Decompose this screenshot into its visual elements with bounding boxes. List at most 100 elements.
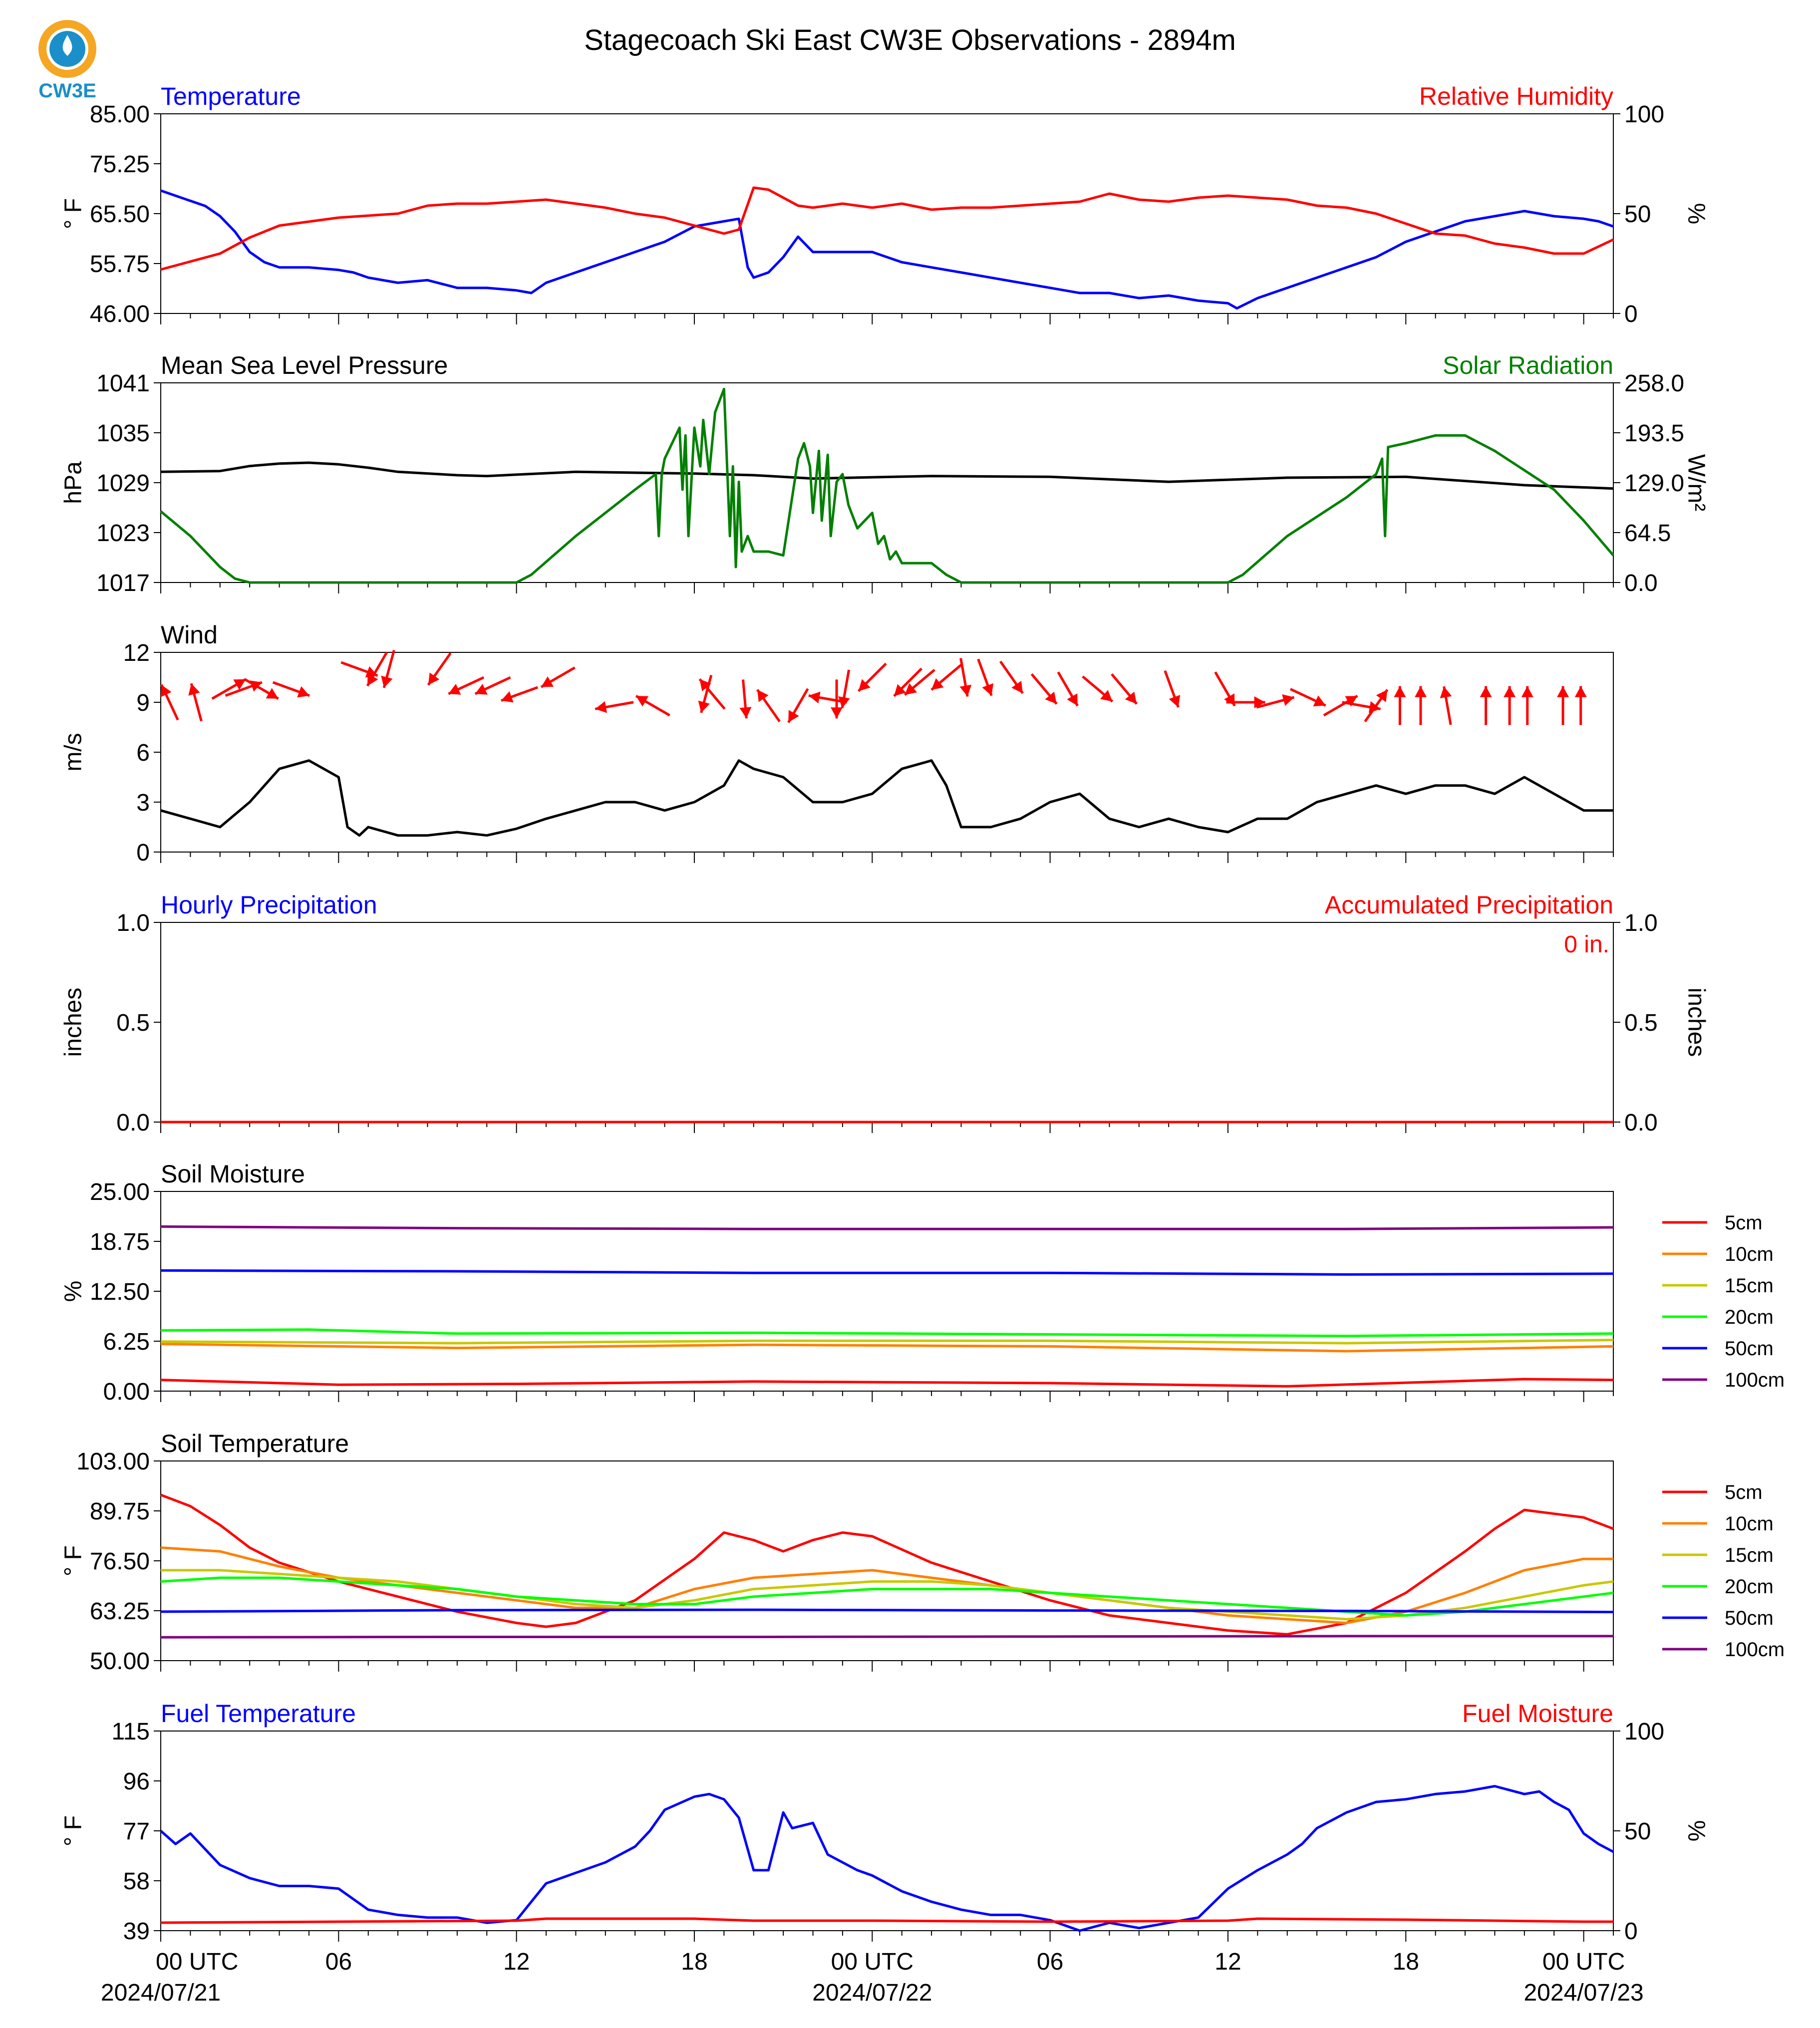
y-tick-label: 55.75 bbox=[90, 251, 150, 278]
series-line-20cm bbox=[160, 1328, 1614, 1338]
y-tick-label: 65.50 bbox=[90, 201, 150, 228]
panel-precip: 0.0 0.5 1.0 inches 0.0 0.5 1.0 inches Hourly Pre… bbox=[60, 891, 1710, 1136]
series-line bbox=[160, 461, 1614, 490]
panel-title-right: Relative Humidity bbox=[1419, 82, 1613, 110]
wind-arrow-head bbox=[1376, 689, 1388, 702]
y2-tick-label: 258.0 bbox=[1624, 370, 1684, 397]
series-line-5cm bbox=[160, 1378, 1614, 1388]
plot-frame bbox=[160, 922, 1614, 1123]
y-tick-label: 1017 bbox=[96, 570, 150, 596]
y-tick-label: 1023 bbox=[96, 520, 150, 547]
wind-arrow-head bbox=[757, 689, 769, 702]
wind-arrow bbox=[977, 658, 994, 696]
wind-arrow-head bbox=[448, 684, 461, 695]
panel-title-left: Mean Sea Level Pressure bbox=[161, 351, 448, 379]
wind-arrow bbox=[1111, 673, 1138, 705]
wind-arrow-head bbox=[1480, 686, 1492, 697]
y-tick-label: 89.75 bbox=[90, 1498, 150, 1525]
wind-arrow-head bbox=[931, 678, 944, 690]
wind-arrow-head bbox=[1169, 695, 1181, 707]
y2-tick-label: 50 bbox=[1624, 201, 1651, 228]
series-line bbox=[160, 1785, 1614, 1932]
wind-arrow bbox=[595, 701, 634, 713]
legend-label: 50cm bbox=[1725, 1338, 1774, 1360]
legend-label: 20cm bbox=[1725, 1306, 1774, 1328]
y-tick-label: 0 bbox=[136, 840, 150, 866]
y2-tick-label: 0 bbox=[1624, 1918, 1638, 1945]
wind-arrow-head bbox=[1345, 696, 1358, 707]
wind-arrow-head bbox=[428, 672, 440, 685]
legend-label: 15cm bbox=[1725, 1275, 1774, 1297]
y2-axis-label: W/m² bbox=[1683, 454, 1709, 512]
x-tick-label: 12 bbox=[1214, 1949, 1241, 1975]
panel-title-left: Wind bbox=[161, 621, 218, 649]
legend-label: 100cm bbox=[1725, 1639, 1785, 1661]
y2-axis-label: inches bbox=[1683, 988, 1709, 1057]
y-tick-label: 0.00 bbox=[103, 1379, 150, 1405]
y-tick-label: 1041 bbox=[96, 370, 150, 397]
series-line-15cm bbox=[160, 1339, 1614, 1345]
y-axis-label: hPa bbox=[60, 461, 87, 504]
panel-title-right: Solar Radiation bbox=[1443, 351, 1613, 379]
wind-arrow bbox=[959, 658, 972, 697]
wind-arrow-head bbox=[636, 696, 649, 707]
y-axis-label: inches bbox=[60, 988, 87, 1057]
wind-arrow bbox=[1440, 686, 1452, 725]
panel-pressure: 1017 1023 1029 1035 1041 hPa 0.0 64.5 129.0 193.5… bbox=[60, 351, 1710, 596]
logo-drop-icon bbox=[62, 35, 72, 56]
y-tick-label: 76.50 bbox=[90, 1548, 150, 1575]
y-tick-label: 1.0 bbox=[116, 910, 150, 936]
x-axis: 00 UTC 2024/07/21 06 12 18 00 UTC 2024/07/22 06… bbox=[101, 1949, 1644, 2006]
wind-arrow-head bbox=[1394, 686, 1406, 697]
panel-title-left: Fuel Temperature bbox=[161, 1700, 356, 1728]
y-tick-label: 3 bbox=[136, 790, 150, 816]
logo-text: CW3E bbox=[38, 80, 96, 102]
y-tick-label: 0.0 bbox=[116, 1110, 150, 1136]
y-tick-label: 9 bbox=[136, 690, 150, 716]
wind-arrow bbox=[1289, 688, 1326, 707]
wind-arrow-head bbox=[1282, 694, 1294, 706]
wind-arrow bbox=[160, 684, 179, 721]
y2-tick-label: 100 bbox=[1624, 101, 1664, 128]
series-line-50cm bbox=[160, 1608, 1614, 1614]
wind-arrow bbox=[244, 678, 279, 700]
wind-arrow bbox=[756, 689, 781, 723]
wind-arrow bbox=[787, 688, 809, 723]
wind-arrow-head bbox=[982, 683, 994, 696]
wind-arrow bbox=[1323, 695, 1358, 717]
series-line-10cm bbox=[160, 1343, 1614, 1353]
wind-arrow-head bbox=[233, 679, 246, 690]
wind-arrow-head bbox=[831, 707, 843, 719]
wind-arrow bbox=[999, 660, 1024, 694]
y-tick-label: 85.00 bbox=[90, 101, 150, 128]
y-axis-label: ° F bbox=[60, 198, 87, 229]
panels: 46.00 55.75 65.50 75.25 85.00 ° F 0 50 100% Tempe… bbox=[60, 82, 1785, 1945]
y-axis-label: ° F bbox=[60, 1545, 87, 1576]
panel-title-left: Soil Temperature bbox=[161, 1430, 349, 1457]
y2-tick-label: 0.0 bbox=[1624, 1110, 1658, 1136]
wind-arrow-head bbox=[699, 679, 711, 691]
wind-arrow bbox=[635, 695, 670, 717]
wind-arrow bbox=[857, 662, 887, 692]
x-tick-label: 00 UTC bbox=[831, 1949, 913, 1975]
series-line-50cm bbox=[160, 1269, 1614, 1276]
wind-arrow-head bbox=[739, 707, 752, 719]
series-line-20cm bbox=[160, 1576, 1614, 1617]
legend-label: 15cm bbox=[1725, 1544, 1774, 1566]
y-tick-label: 6.25 bbox=[103, 1329, 150, 1355]
y2-axis-label: % bbox=[1683, 203, 1709, 225]
y-tick-label: 63.25 bbox=[90, 1598, 150, 1625]
wind-arrow bbox=[1415, 686, 1427, 725]
wind-arrow bbox=[1557, 686, 1569, 725]
wind-arrow bbox=[893, 667, 922, 697]
legend-label: 5cm bbox=[1725, 1212, 1763, 1234]
plot-frame bbox=[160, 1731, 1614, 1931]
wind-arrow-head bbox=[1440, 686, 1452, 698]
x-tick-label: 06 bbox=[325, 1949, 352, 1975]
wind-arrow bbox=[1164, 670, 1181, 708]
panel-soil_temperature: 50.00 63.25 76.50 89.75 103.00 ° F Soil Temper… bbox=[60, 1430, 1785, 1675]
wind-arrow-head bbox=[1125, 691, 1137, 704]
y-tick-label: 25.00 bbox=[90, 1179, 150, 1205]
panel-title-left: Soil Moisture bbox=[161, 1160, 305, 1188]
series-line bbox=[160, 759, 1613, 837]
